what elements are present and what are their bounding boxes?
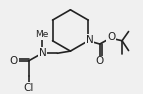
Text: O: O (107, 32, 115, 42)
Text: O: O (10, 56, 18, 66)
Text: N: N (86, 35, 93, 45)
Text: Cl: Cl (23, 83, 34, 93)
Text: Me: Me (35, 30, 49, 39)
Text: N: N (39, 48, 47, 58)
Text: O: O (95, 56, 103, 66)
